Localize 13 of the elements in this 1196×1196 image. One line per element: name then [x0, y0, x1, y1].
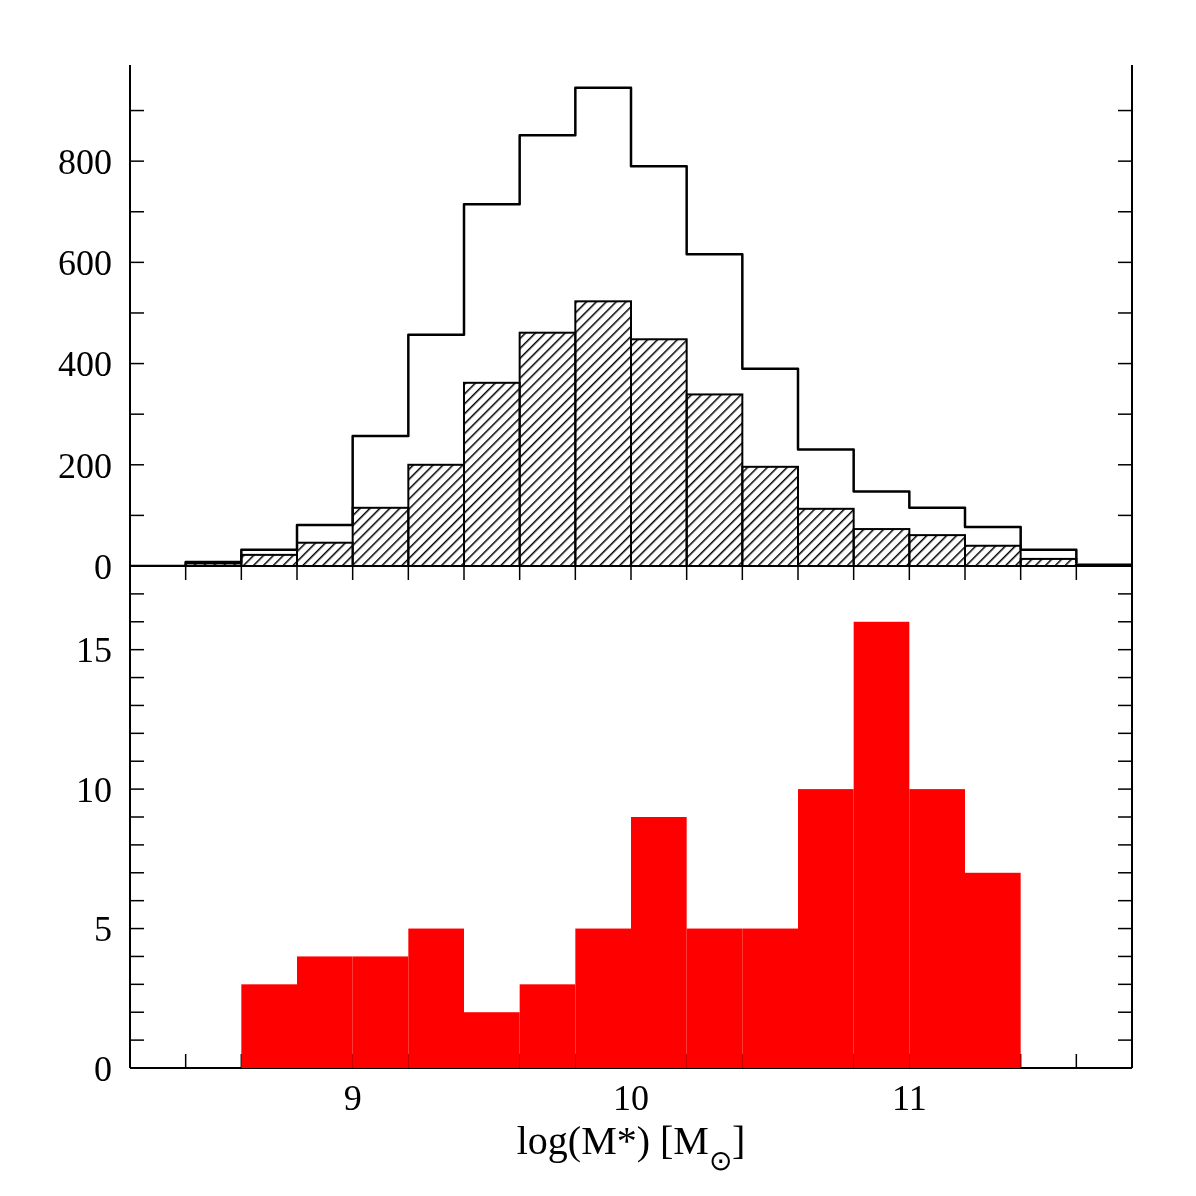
- y-tick-label: 5: [94, 909, 112, 950]
- y-tick-label: 10: [76, 769, 112, 810]
- y-tick-label: 800: [58, 141, 112, 182]
- y-tick-label: 400: [58, 344, 112, 385]
- x-axis-title: log(M*) [M$_{⊙}$]: [516, 1118, 746, 1176]
- x-tick-label: 10: [613, 1077, 649, 1118]
- y-tick-label: 200: [58, 445, 112, 486]
- y-tick-label: 0: [94, 546, 112, 587]
- y-tick-label: 0: [94, 1048, 112, 1089]
- x-tick-label: 9: [343, 1077, 362, 1118]
- y-tick-label: 15: [76, 630, 112, 671]
- x-tick-label: 11: [892, 1077, 927, 1118]
- y-tick-label: 600: [58, 243, 112, 284]
